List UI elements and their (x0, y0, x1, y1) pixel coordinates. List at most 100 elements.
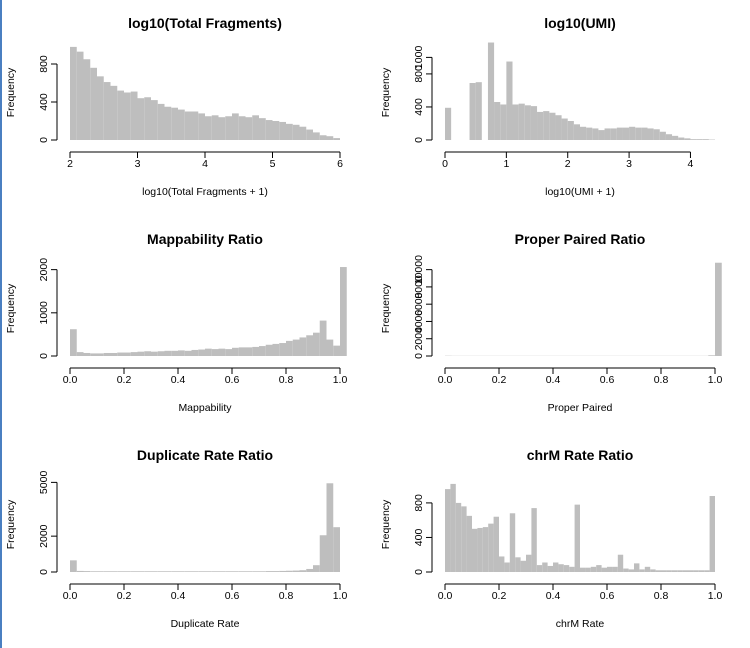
bars (445, 42, 715, 140)
histogram-bar (232, 347, 239, 356)
y-axis-label: Frequency (380, 67, 392, 117)
panel-total-fragments: log10(Total Fragments) 2 3 4 5 6 log10(Total F… (0, 0, 375, 216)
histogram-bar (677, 570, 683, 572)
histogram-bar (103, 352, 111, 356)
histogram-bar (509, 513, 516, 572)
histogram-bar (682, 570, 688, 572)
histogram-bar (708, 355, 715, 356)
histogram-bar (130, 91, 138, 140)
y-axis-label: Frequency (380, 499, 392, 549)
x-axis: 0.0 0.2 0.4 0.6 0.8 1.0 (438, 583, 723, 602)
histogram-bar (171, 107, 178, 140)
histogram-bar (475, 82, 482, 140)
histogram-bar (623, 568, 629, 572)
histogram-svg: chrM Rate Ratio 0.0 0.2 0.4 0.6 0.8 1.0 chrM Ra… (380, 447, 723, 630)
histogram-bar (117, 352, 124, 356)
histogram-bar (70, 560, 77, 572)
bars (70, 483, 340, 572)
histogram-bar (590, 566, 597, 572)
histogram-bar (117, 571, 124, 572)
histogram-bar (164, 350, 172, 356)
histogram-bar (698, 570, 705, 572)
histogram-bar (103, 82, 111, 140)
histogram-bar (90, 67, 97, 140)
histogram-bar (461, 506, 467, 572)
x-tick-label: 0.4 (171, 590, 186, 602)
histogram-bar (252, 346, 259, 356)
histogram-bar (164, 106, 172, 140)
histogram-bar (286, 123, 293, 140)
histogram-bar (184, 350, 192, 356)
histogram-bar (259, 571, 266, 572)
histogram-bar (97, 353, 104, 356)
histogram-bar (205, 116, 212, 140)
histogram-bar (205, 348, 212, 356)
histogram-bar (709, 496, 715, 572)
histogram-bar (445, 107, 452, 140)
histogram-bar (659, 131, 666, 140)
y-tick-label: 5000 (38, 471, 50, 495)
histogram-bar (688, 570, 694, 572)
histogram-bar (218, 117, 226, 140)
x-tick-label: 1.0 (333, 374, 348, 386)
histogram-bar (520, 560, 526, 572)
panel-proper-paired: Proper Paired Ratio 0.0 0.2 0.4 0.6 0.8 1.0 Pro… (375, 216, 750, 432)
histogram-bar (326, 483, 334, 572)
x-axis: 0.0 0.2 0.4 0.6 0.8 1.0 (438, 367, 722, 386)
histogram-bar (493, 516, 499, 572)
histogram-bar (553, 562, 559, 572)
histogram-bar (83, 59, 91, 140)
histogram-bar (612, 566, 618, 572)
histogram-bar (97, 76, 104, 140)
histogram-bar (340, 267, 347, 356)
y-tick-label: 800 (38, 55, 50, 73)
histogram-bar (252, 115, 259, 140)
y-tick-label: 6000 (413, 292, 425, 316)
histogram-bar (702, 139, 709, 140)
histogram-bar (205, 571, 212, 572)
histogram-bar (499, 556, 505, 572)
y-tick-label: 8000 (413, 275, 425, 299)
histogram-bar (319, 320, 327, 356)
histogram-bar (103, 571, 111, 572)
histogram-bar (455, 502, 462, 572)
histogram-svg: Duplicate Rate Ratio 0.0 0.2 0.4 0.6 0.8 1.0 Du… (5, 447, 347, 630)
histogram-bar (124, 571, 131, 572)
histogram-bar (693, 570, 699, 572)
histogram-bar (151, 100, 158, 140)
histogram-bar (238, 116, 246, 140)
histogram-bar (171, 350, 178, 356)
histogram-svg: Mappability Ratio 0.0 0.2 0.4 0.6 0.8 1.0 Mappa… (5, 231, 348, 414)
y-axis: 0 400 800 (38, 55, 58, 143)
histogram-bar (596, 565, 602, 572)
x-axis-label: chrM Rate (556, 618, 605, 630)
histogram-bar (218, 348, 226, 356)
histogram-svg: log10(Total Fragments) 2 3 4 5 6 log10(Total F… (5, 15, 343, 198)
histogram-bar (151, 351, 158, 356)
histogram-bar (715, 262, 722, 356)
histogram-bar (238, 347, 246, 356)
histogram-bar (252, 571, 259, 572)
x-tick-label: 1.0 (708, 590, 723, 602)
histogram-bar (494, 102, 501, 140)
histogram-bar (259, 118, 266, 140)
histogram-bar (524, 105, 531, 140)
x-axis: 0.0 0.2 0.4 0.6 0.8 1.0 (63, 367, 348, 386)
x-tick-label: 3 (626, 158, 632, 170)
histogram-bar (671, 570, 678, 572)
histogram-bar (225, 116, 232, 140)
x-tick-label: 1 (503, 158, 509, 170)
histogram-bar (198, 113, 205, 140)
histogram-bar (144, 97, 151, 140)
histogram-bar (518, 103, 525, 140)
x-tick-label: 0.4 (171, 374, 186, 386)
histogram-bar (655, 570, 661, 572)
histogram-bar (272, 571, 280, 572)
y-tick-label: 0 (413, 569, 425, 575)
chart-title: chrM Rate Ratio (527, 447, 634, 463)
histogram-bar (536, 565, 543, 572)
x-tick-label: 0.8 (279, 374, 294, 386)
histogram-bar (634, 563, 640, 572)
histogram-bar (184, 571, 192, 572)
